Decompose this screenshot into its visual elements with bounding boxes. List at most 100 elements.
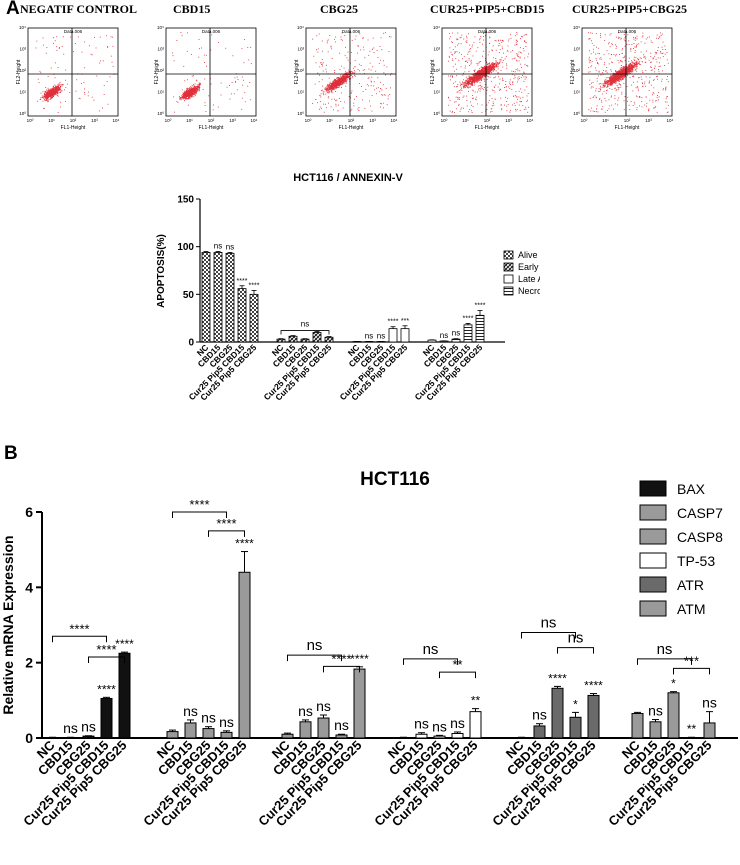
scatter-point (48, 91, 50, 93)
scatter-point (43, 97, 45, 99)
scatter-point (473, 76, 474, 78)
scatter-point (524, 63, 526, 65)
scatter-point (315, 99, 317, 100)
scatter-point (53, 93, 55, 95)
scatter-point (176, 101, 178, 102)
scatter-point (477, 72, 479, 74)
scatter-point (362, 99, 363, 101)
scatter-point (332, 84, 334, 86)
scatter-point (51, 92, 53, 94)
scatter-point (62, 36, 64, 38)
scatter-point (57, 95, 58, 97)
scatter-point (604, 81, 605, 82)
scatter-point (213, 104, 214, 106)
x-tick-label: 10² (484, 118, 491, 123)
scatter-point (614, 87, 616, 89)
scatter-point (337, 77, 339, 79)
scatter-point (45, 90, 47, 92)
scatter-point (456, 75, 457, 77)
scatter-point (229, 85, 230, 86)
scatter-point (487, 65, 489, 67)
scatter-point (88, 91, 89, 93)
scatter-point (461, 84, 462, 85)
scatter-point (486, 70, 488, 71)
scatter-point (478, 74, 479, 76)
scatter-point (498, 52, 500, 54)
scatter-point (506, 50, 508, 52)
scatter-point (467, 86, 469, 88)
scatter-point (478, 79, 479, 80)
scatter-point (323, 111, 325, 113)
scatter-point (475, 50, 477, 52)
scatter-point (458, 103, 460, 105)
scatter-point (329, 35, 331, 36)
scatter-point (491, 69, 493, 70)
scatter-point (189, 90, 191, 92)
scatter-point (648, 59, 650, 61)
scatter-point (76, 79, 78, 81)
scatter-point (481, 77, 483, 78)
scatter-point (229, 98, 231, 100)
scatter-point (489, 63, 490, 65)
scatter-point (193, 93, 195, 95)
scatter-point (478, 71, 480, 73)
scatter-point (623, 67, 625, 68)
scatter-point (53, 89, 55, 90)
scatter-point (344, 78, 346, 80)
scatter-point (46, 92, 47, 94)
scatter-point (195, 93, 197, 95)
scatter-point (327, 39, 329, 41)
scatter-point (612, 43, 613, 45)
scatter-point (325, 93, 327, 95)
scatter-point (319, 74, 320, 76)
scatter-point (485, 58, 486, 59)
scatter-point (497, 63, 498, 65)
y-tick-label: 10³ (433, 47, 440, 52)
scatter-point (320, 96, 322, 98)
scatter-point (487, 72, 488, 74)
scatter-point (188, 94, 190, 96)
scatter-point (449, 56, 450, 58)
scatter-point (48, 90, 50, 92)
scatter-point (614, 81, 616, 83)
scatter-point (513, 71, 514, 72)
scatter-point (380, 81, 381, 83)
scatter-point (329, 84, 330, 86)
scatter-point (475, 81, 477, 83)
scatter-point (526, 65, 528, 66)
scatter-point (172, 52, 174, 54)
scatter-point (342, 107, 344, 109)
scatter-point (472, 80, 474, 82)
scatter-point (501, 40, 503, 41)
scatter-point (199, 48, 200, 50)
scatter-point (599, 99, 601, 100)
scatter-point (454, 101, 456, 103)
scatter-point (335, 36, 337, 38)
scatter-point (607, 82, 609, 84)
scatter-point (451, 54, 453, 55)
scatter-point (486, 65, 488, 67)
scatter-point (59, 92, 61, 93)
scatter-point (516, 60, 518, 62)
scatter-point (49, 88, 51, 90)
scatter-point (191, 88, 193, 89)
scatter-point (198, 83, 200, 85)
scatter-point (479, 68, 481, 69)
scatter-point (52, 97, 53, 98)
scatter-point (51, 90, 53, 92)
scatter-point (342, 79, 343, 81)
x-tick-label: 10³ (505, 118, 512, 123)
scatter-point (643, 55, 645, 57)
scatter-point (633, 48, 634, 49)
scatter-point (498, 43, 500, 44)
scatter-point (521, 91, 523, 93)
scatter-point (525, 77, 527, 79)
scatter-point (481, 70, 482, 72)
scatter-point (46, 97, 48, 99)
scatter-point (339, 69, 341, 70)
scatter-point (505, 81, 507, 82)
scatter-point (316, 49, 317, 51)
scatter-point (588, 32, 590, 34)
scatter-point (498, 40, 500, 42)
scatter-point (479, 75, 481, 77)
